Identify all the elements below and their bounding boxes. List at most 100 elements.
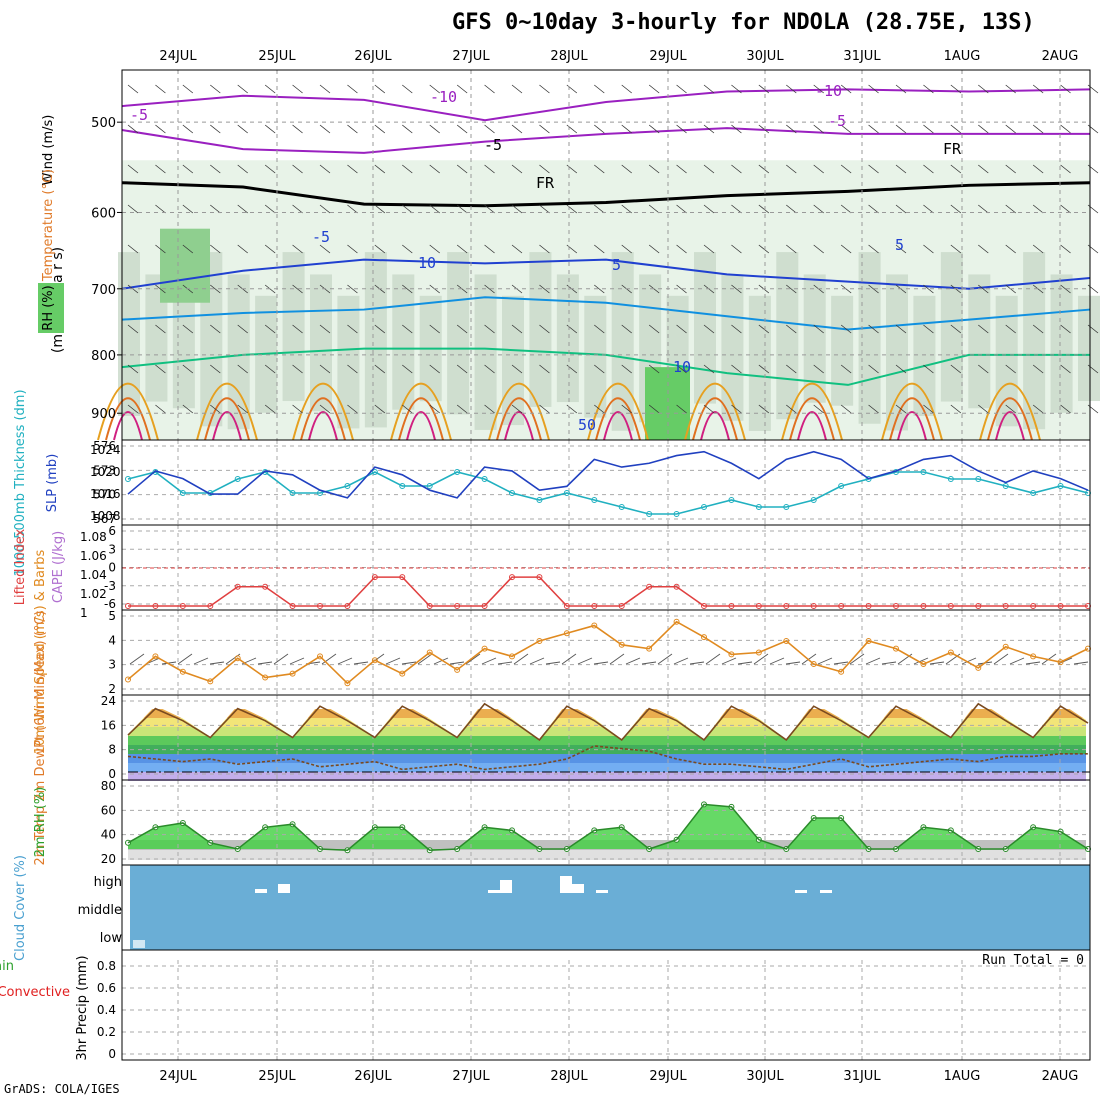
wind-barb (648, 244, 660, 254)
wind-barb (292, 284, 303, 294)
wind10m-point (673, 618, 680, 625)
wind-barb (513, 653, 529, 665)
wind-barb (895, 404, 907, 414)
wind-barb (737, 661, 753, 665)
wind-barb (429, 324, 440, 334)
y-tick-label-right: 1.04 (80, 568, 107, 582)
wind-barb (484, 244, 495, 254)
temperature-contour (603, 411, 633, 441)
temperature-contour (204, 397, 250, 441)
wind-barb (561, 653, 577, 665)
wind-barb (237, 364, 248, 374)
run-total-label: Run Total = 0 (982, 953, 1084, 968)
temperature-contour (781, 382, 843, 441)
wind-barb (1005, 404, 1016, 414)
wind-barb (264, 164, 276, 174)
x-tick-label-top: 25JUL (258, 49, 296, 64)
y-tick-label: 800 (91, 349, 116, 364)
wind-barb (648, 164, 660, 174)
wind-barb (923, 244, 934, 254)
wind-barb (481, 657, 497, 665)
temperature-contour (292, 382, 354, 441)
wind-barb (978, 84, 989, 94)
wind10m-point (152, 653, 159, 660)
wind-barb (978, 164, 989, 174)
temperature-contour (995, 411, 1025, 441)
wind-barb (374, 204, 386, 214)
wind-barb (155, 164, 166, 174)
wind-barb (1032, 204, 1044, 214)
wind-barb (840, 404, 852, 414)
wind-barb (1005, 84, 1016, 94)
rh-shade-mid (529, 252, 552, 407)
x-tick-label-bottom: 31JUL (843, 1069, 881, 1084)
wind10m-point (920, 661, 927, 668)
wind-barb (840, 324, 852, 334)
wind-barb (511, 324, 523, 334)
wind-barb (676, 164, 687, 174)
wind-barb (402, 204, 413, 214)
temperature-contour (398, 397, 444, 441)
wind-barb (456, 84, 468, 94)
wind-barb (950, 84, 962, 94)
wind10m-line (127, 620, 1089, 685)
wind-barb (292, 204, 303, 214)
wind-barb (676, 404, 687, 414)
wind-barb (319, 244, 331, 254)
cloud-block (572, 884, 584, 893)
wind-barb (1032, 164, 1044, 174)
isotherm-line (121, 88, 1091, 122)
wind-barb (292, 164, 303, 174)
wind-barb (264, 404, 276, 414)
wind-barb (978, 244, 989, 254)
wind10m-point (207, 678, 214, 685)
x-tick-label-bottom: 26JUL (354, 1069, 392, 1084)
wind-barb (182, 244, 194, 254)
x-tick-label-bottom: 30JUL (746, 1069, 784, 1084)
y-tick-label-right: 1024 (90, 443, 121, 457)
wind-barb (433, 657, 449, 665)
dewpt2m-line (127, 745, 1088, 771)
wind-barb (353, 661, 369, 665)
rh-shade-mid (831, 295, 854, 406)
wind-barb (609, 653, 625, 665)
wind-barb (961, 657, 977, 665)
wind-barb (594, 124, 605, 134)
wind-barb (868, 404, 879, 414)
wind-barb (182, 204, 194, 214)
wind-barb (319, 164, 331, 174)
wind-barb (484, 164, 495, 174)
cape-line (128, 576, 1088, 607)
rh-shade-mid (474, 274, 497, 430)
wind-barb (1005, 324, 1016, 334)
wind-barb (429, 204, 440, 214)
wind-barb (594, 404, 605, 414)
rh-shade-mid (392, 274, 415, 410)
wind-barb (456, 244, 468, 254)
temperature-contour (789, 397, 835, 441)
rh-shade-mid (118, 252, 140, 416)
temperature-contour (406, 411, 436, 441)
isotherm-line (121, 181, 1091, 208)
wind-barb (703, 324, 715, 334)
wind-barb (753, 653, 769, 665)
wind-barb (703, 364, 715, 374)
rh-shade-mid (611, 252, 634, 431)
rh-shade-mid (968, 274, 991, 409)
wind-barb (621, 404, 632, 414)
y-axis-label: 10m Wind Speed (m/s) & Barbs (33, 549, 48, 754)
wind-barb (385, 657, 401, 665)
wind10m-point (454, 666, 461, 673)
wind-barb (511, 404, 523, 414)
cloud-block (596, 890, 608, 893)
wind-barb (319, 124, 331, 134)
wind-barb (625, 657, 641, 665)
rh-shade-mid (172, 295, 195, 409)
wind-barb (539, 244, 550, 254)
cloud-block (795, 890, 807, 893)
isotherm-line (121, 127, 1090, 154)
x-tick-label-top: 27JUL (452, 49, 490, 64)
wind-barb (155, 364, 166, 374)
